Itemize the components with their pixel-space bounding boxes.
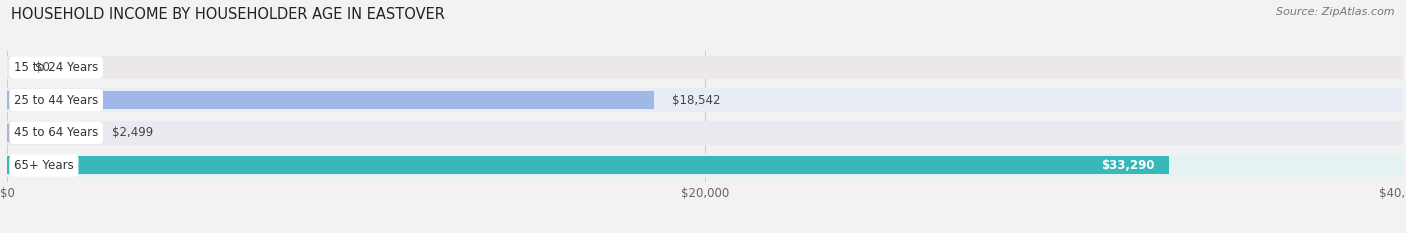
Bar <box>7 154 1403 177</box>
Bar <box>7 89 1403 112</box>
Text: 45 to 64 Years: 45 to 64 Years <box>14 126 98 139</box>
Text: HOUSEHOLD INCOME BY HOUSEHOLDER AGE IN EASTOVER: HOUSEHOLD INCOME BY HOUSEHOLDER AGE IN E… <box>11 7 446 22</box>
Text: $18,542: $18,542 <box>672 94 720 107</box>
Bar <box>7 157 1168 174</box>
Text: 15 to 24 Years: 15 to 24 Years <box>14 61 98 74</box>
Bar <box>7 56 1403 79</box>
Text: $0: $0 <box>35 61 49 74</box>
Bar <box>7 124 94 142</box>
Text: 65+ Years: 65+ Years <box>14 159 73 172</box>
Text: $33,290: $33,290 <box>1101 159 1154 172</box>
Text: 25 to 44 Years: 25 to 44 Years <box>14 94 98 107</box>
Text: $2,499: $2,499 <box>111 126 153 139</box>
Bar <box>7 121 1403 144</box>
Text: Source: ZipAtlas.com: Source: ZipAtlas.com <box>1277 7 1395 17</box>
Bar <box>7 91 654 109</box>
